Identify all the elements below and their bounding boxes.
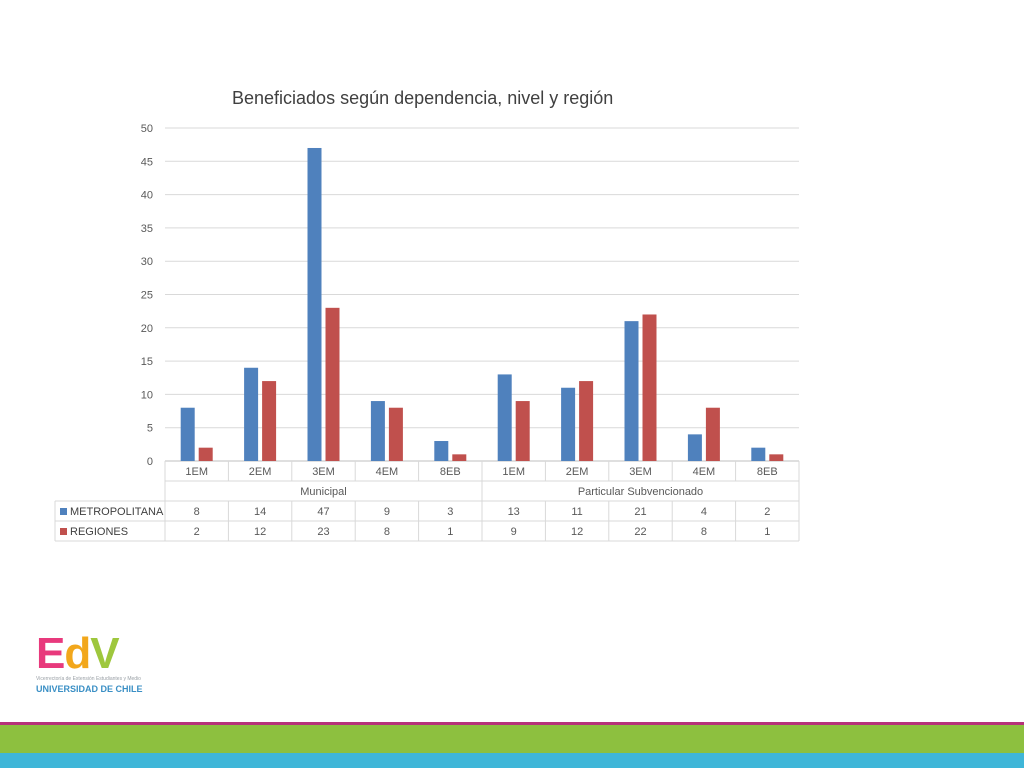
category-label: 2EM bbox=[249, 466, 272, 478]
bar-metropolitana bbox=[624, 321, 639, 461]
y-tick-label: 20 bbox=[141, 323, 153, 335]
category-label: 2EM bbox=[566, 466, 589, 478]
bar-metropolitana bbox=[751, 447, 766, 461]
data-table-value: 2 bbox=[764, 506, 770, 518]
category-label: 3EM bbox=[312, 466, 335, 478]
logo-letter-e: E bbox=[36, 629, 65, 678]
bar-regiones bbox=[642, 314, 657, 461]
category-label: 8EB bbox=[757, 466, 778, 478]
y-tick-label: 5 bbox=[147, 423, 153, 435]
bar-regiones bbox=[198, 447, 213, 461]
category-label: 8EB bbox=[440, 466, 461, 478]
data-table-value: 13 bbox=[508, 506, 520, 518]
data-table-value: 21 bbox=[634, 506, 646, 518]
data-table-value: 22 bbox=[634, 526, 646, 538]
footer-band-green bbox=[0, 725, 1024, 753]
group-label: Particular Subvencionado bbox=[578, 486, 703, 498]
logo-letter-v: V bbox=[90, 629, 119, 678]
data-table-value: 1 bbox=[764, 526, 770, 538]
group-label: Municipal bbox=[300, 486, 346, 498]
data-table-value: 14 bbox=[254, 506, 266, 518]
logo-letters: EdV bbox=[36, 629, 120, 678]
legend-key-metropolitana bbox=[60, 508, 67, 515]
data-table-value: 12 bbox=[571, 526, 583, 538]
data-table-value: 8 bbox=[194, 506, 200, 518]
category-label: 4EM bbox=[376, 466, 399, 478]
data-table-value: 11 bbox=[571, 506, 582, 518]
data-table-value: 9 bbox=[511, 526, 517, 538]
data-table-value: 2 bbox=[194, 526, 200, 538]
bar-metropolitana bbox=[180, 407, 195, 461]
bar-regiones bbox=[579, 381, 594, 461]
data-table-value: 3 bbox=[447, 506, 453, 518]
bar-metropolitana bbox=[497, 374, 512, 461]
data-table-value: 9 bbox=[384, 506, 390, 518]
bar-regiones bbox=[705, 407, 720, 461]
data-table-value: 8 bbox=[701, 526, 707, 538]
data-table-value: 1 bbox=[447, 526, 453, 538]
bar-regiones bbox=[769, 454, 784, 461]
footer-band-magenta bbox=[0, 722, 1024, 725]
bar-metropolitana bbox=[434, 441, 449, 461]
bar-metropolitana bbox=[370, 401, 385, 461]
bar-regiones bbox=[452, 454, 467, 461]
y-tick-label: 0 bbox=[147, 456, 153, 468]
data-table-value: 12 bbox=[254, 526, 266, 538]
category-label: 1EM bbox=[502, 466, 525, 478]
y-tick-label: 30 bbox=[141, 256, 153, 268]
bar-metropolitana bbox=[561, 387, 576, 461]
y-tick-label: 25 bbox=[141, 290, 153, 302]
y-tick-label: 15 bbox=[141, 356, 153, 368]
logo-subtitle: Vicerrectoría de Extensión Estudiantes y… bbox=[36, 676, 141, 682]
y-tick-label: 35 bbox=[141, 223, 153, 235]
bar-metropolitana bbox=[687, 434, 702, 461]
logo-institution: UNIVERSIDAD DE CHILE bbox=[36, 684, 143, 694]
bar-regiones bbox=[262, 381, 277, 461]
y-tick-label: 45 bbox=[141, 156, 153, 168]
data-table-value: 8 bbox=[384, 526, 390, 538]
y-tick-label: 40 bbox=[141, 190, 153, 202]
bar-regiones bbox=[325, 307, 340, 461]
category-label: 1EM bbox=[185, 466, 208, 478]
bar-regiones bbox=[515, 401, 530, 461]
category-label: 3EM bbox=[629, 466, 652, 478]
logo-letter-d: d bbox=[64, 629, 91, 678]
legend-label: METROPOLITANA bbox=[70, 506, 164, 518]
bar-regiones bbox=[388, 407, 403, 461]
data-table-value: 4 bbox=[701, 506, 707, 518]
category-label: 4EM bbox=[693, 466, 716, 478]
edv-logo: EdV Vicerrectoría de Extensión Estudiant… bbox=[36, 629, 143, 696]
chart: 0 5 10 15 20 25 30 35 40 45 50 1EM 2EM 3EM 4EM 8EB 1EM 2E… bbox=[54, 123, 800, 542]
data-table-value: 23 bbox=[317, 526, 329, 538]
data-table-value: 47 bbox=[317, 506, 329, 518]
bar-metropolitana bbox=[244, 367, 259, 461]
chart-title: Beneficiados según dependencia, nivel y … bbox=[232, 88, 614, 108]
footer-band-blue bbox=[0, 753, 1024, 768]
legend-key-regiones bbox=[60, 528, 67, 535]
y-tick-label: 50 bbox=[141, 123, 153, 135]
y-tick-label: 10 bbox=[141, 389, 153, 401]
bar-metropolitana bbox=[307, 147, 322, 462]
legend-label: REGIONES bbox=[70, 526, 128, 538]
